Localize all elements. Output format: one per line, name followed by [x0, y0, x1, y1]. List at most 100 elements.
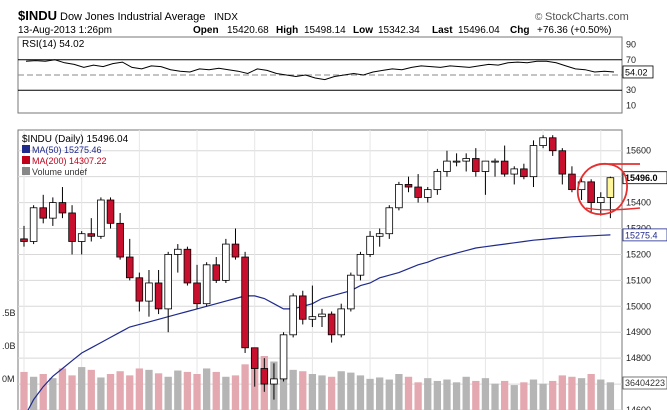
volume-bar	[193, 374, 201, 410]
candle-body	[58, 202, 67, 214]
volume-bar	[558, 375, 566, 410]
volume-bar	[279, 365, 288, 410]
volume-bar	[39, 374, 47, 410]
candle-body	[116, 222, 124, 258]
candle-body	[327, 313, 336, 336]
volume-bar	[587, 374, 595, 410]
candle-body	[414, 186, 422, 198]
volume-bar	[289, 369, 297, 410]
volume-bar	[327, 376, 336, 410]
price-tick-label: 14800	[626, 353, 651, 363]
last-value: 15496.04	[458, 25, 500, 36]
volume-bar	[154, 373, 163, 410]
rsi-line	[25, 59, 615, 81]
candle-body	[193, 282, 201, 305]
candle-body	[356, 254, 365, 276]
date-label: 13-Aug-2013 1:26pm	[18, 25, 112, 36]
candle-body	[520, 168, 528, 178]
candle-body	[174, 248, 182, 255]
volume-bar	[356, 375, 365, 410]
candle-body	[404, 184, 413, 188]
volume-bar	[106, 374, 115, 410]
volume-bar	[126, 375, 134, 410]
volume-bar	[462, 376, 470, 410]
candle-body	[510, 168, 519, 175]
candle-body	[49, 202, 57, 219]
volume-bar	[549, 380, 557, 410]
volume-bar	[20, 371, 28, 410]
exchange-label: INDX	[214, 12, 238, 23]
volume-bar	[500, 380, 509, 410]
candle-body	[558, 150, 567, 175]
annotation-underline	[585, 207, 641, 211]
candle-body	[164, 254, 172, 310]
volume-bar	[481, 378, 490, 410]
rsi-tick-label: 30	[626, 85, 636, 95]
candle-body	[97, 199, 105, 237]
candle-body	[587, 181, 595, 203]
candle-body	[39, 207, 47, 219]
volume-bar	[164, 376, 172, 410]
price-tick-label: 14600	[626, 405, 651, 410]
volume-bar	[222, 376, 230, 410]
volume-last-value: 36404223	[625, 378, 665, 388]
price-tick-label: 15100	[626, 275, 651, 285]
volume-bar	[510, 385, 518, 410]
volume-bar	[97, 377, 105, 410]
volume-bar	[68, 375, 76, 410]
candle-body	[279, 334, 288, 380]
price-tick-label: 15600	[626, 146, 651, 156]
candle-body	[29, 207, 38, 242]
index-name: Dow Jones Industrial Average	[60, 11, 205, 23]
candle-body	[289, 295, 297, 336]
candle-body	[385, 207, 394, 235]
volume-last-tag	[622, 376, 667, 390]
ma50-legend: MA(50) 15275.46	[32, 145, 102, 155]
volume-bar	[414, 382, 422, 410]
rsi-layer: 907050301054.02	[18, 40, 654, 110]
volume-bar	[135, 368, 144, 410]
candle-body	[183, 248, 192, 284]
volume-bar	[231, 375, 240, 410]
volume-bar	[183, 371, 192, 410]
candle-body	[106, 199, 115, 224]
volume-bar	[29, 376, 38, 410]
brand-label[interactable]: StockCharts.com	[545, 11, 629, 23]
volume-bar	[318, 375, 326, 410]
candle-body	[20, 238, 28, 242]
rsi-tick-label: 70	[626, 55, 636, 65]
candle-body	[135, 277, 144, 302]
ma200-swatch	[22, 156, 30, 164]
candle-body	[145, 282, 153, 302]
high-value: 15498.14	[304, 25, 346, 36]
volume-bar	[308, 374, 317, 410]
volume-bar	[577, 378, 586, 410]
candle-body	[491, 160, 499, 163]
candle-body	[375, 233, 384, 237]
candle-body	[270, 378, 278, 385]
price-title: $INDU (Daily) 15496.04	[22, 134, 129, 145]
candle-body	[154, 282, 163, 310]
ma50-swatch	[22, 145, 30, 153]
volume-bar	[376, 377, 384, 410]
open-value: 15420.68	[227, 25, 269, 36]
volume-bar	[116, 371, 124, 410]
last-label: Last	[432, 25, 453, 36]
volume-bar	[299, 371, 307, 410]
ma200-legend: MA(200) 14307.22	[32, 156, 107, 166]
rsi-tick-label: 10	[626, 100, 636, 110]
ma50-last-tag	[622, 228, 667, 242]
candle-body	[125, 256, 134, 279]
volume-bar	[472, 380, 480, 410]
symbol-label: $INDU	[18, 8, 57, 23]
volume-bar	[87, 369, 95, 410]
ma50-last-value: 15275.4	[625, 230, 658, 240]
quote-bar: Open 15420.68 High 15498.14 Low 15342.34…	[193, 25, 612, 36]
chg-value: +76.36 (+0.50%)	[537, 25, 612, 36]
candle-body	[318, 313, 326, 318]
candle-body	[539, 137, 547, 146]
volume-bar	[395, 374, 403, 410]
price-tick-label: 14900	[626, 327, 651, 337]
high-label: High	[276, 25, 298, 36]
